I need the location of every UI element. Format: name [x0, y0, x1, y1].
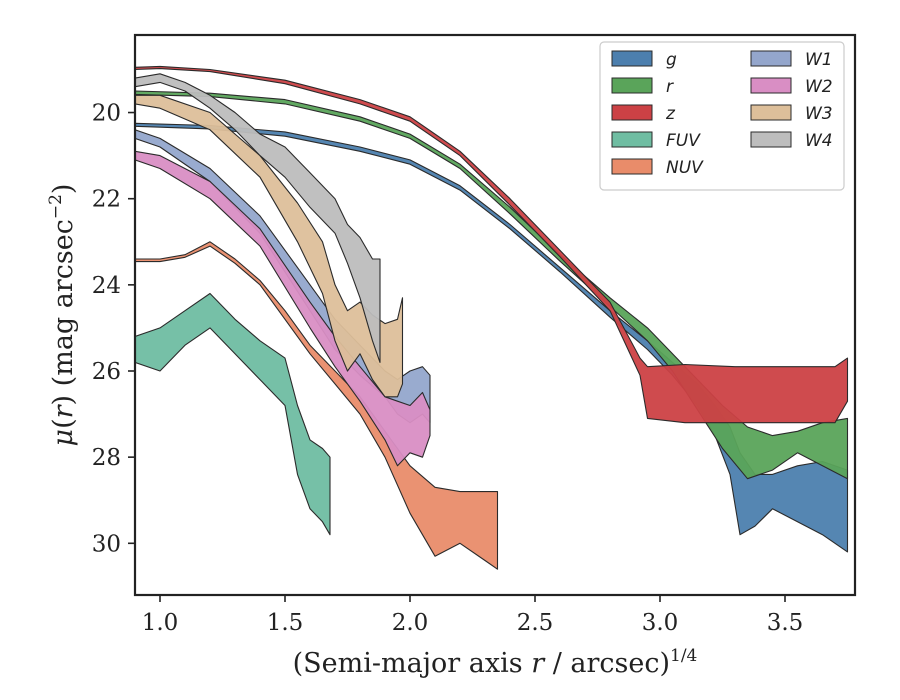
y-tick-label: 24 [92, 273, 121, 299]
legend-label-g: g [666, 50, 677, 70]
x-tick-label: 3.0 [642, 610, 679, 636]
legend-swatch-w2 [750, 77, 792, 94]
band-z [135, 65, 849, 424]
legend: grz FUV NUV W1 W2 W3 W4 [599, 41, 845, 191]
legend-label-w4: W4 [805, 131, 833, 151]
legend-label-w3: W3 [805, 104, 833, 124]
legend-swatch-g [611, 50, 653, 67]
x-tick-label: 2.5 [517, 610, 554, 636]
legend-swatch-w4 [750, 131, 792, 148]
band-w2 [135, 150, 431, 467]
y-axis-label: μ(r) (mag arcsec−2) [46, 184, 79, 447]
profile-bands [135, 65, 849, 570]
x-axis-ticks: 1.0 1.5 2.0 2.5 3.0 3.5 [142, 595, 804, 636]
band-w3 [135, 94, 404, 398]
band-r [135, 90, 849, 480]
legend-swatch-w3 [750, 104, 792, 121]
band-fuv [135, 292, 331, 536]
band-g [135, 122, 849, 553]
x-tick-label: 1.0 [142, 610, 179, 636]
y-tick-label: 30 [92, 531, 121, 557]
legend-swatch-nuv [611, 158, 653, 175]
legend-label-w2: W2 [805, 77, 833, 97]
legend-label-w1: W1 [805, 50, 833, 70]
legend-label-nuv: NUV [666, 158, 704, 178]
plot-frame [133, 33, 857, 597]
band-w4 [135, 73, 381, 363]
band-nuv [135, 241, 499, 570]
x-axis-label: (Semi-major axis r / arcsec)1/4 [293, 646, 698, 679]
legend-swatch-z [611, 104, 653, 121]
legend-swatch-fuv [611, 131, 653, 148]
legend-label-fuv: FUV [666, 131, 701, 151]
y-tick-label: 26 [92, 359, 121, 385]
x-tick-label: 2.0 [392, 610, 429, 636]
legend-label-z: z [665, 104, 676, 124]
y-axis-ticks: 20 22 24 26 28 30 [92, 101, 135, 557]
legend-swatch-r [611, 77, 653, 94]
legend-label-r: r [666, 77, 674, 97]
x-tick-label: 1.5 [267, 610, 304, 636]
y-tick-label: 22 [92, 187, 121, 213]
y-tick-label: 28 [92, 445, 121, 471]
y-tick-label: 20 [92, 101, 121, 127]
x-tick-label: 3.5 [767, 610, 804, 636]
legend-swatch-w1 [750, 50, 792, 67]
